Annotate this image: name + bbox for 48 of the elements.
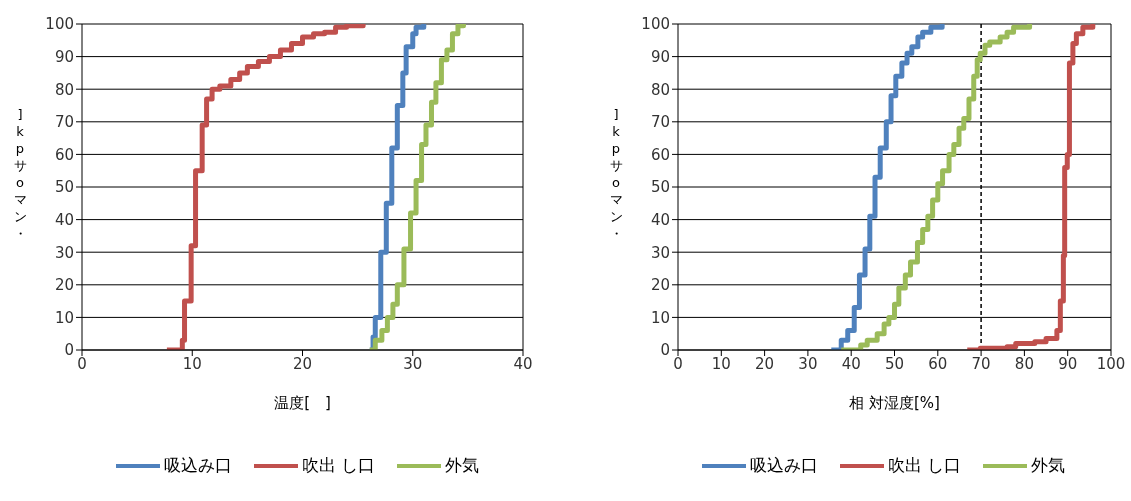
y-tick-label: 90 — [650, 47, 670, 66]
y-tick-label: 100 — [641, 15, 670, 34]
x-tick-label: 50 — [884, 354, 905, 373]
x-tick-label: 40 — [513, 354, 533, 373]
y-tick-label: 90 — [54, 47, 74, 66]
legend-label: 吸込み口 — [163, 454, 232, 477]
legend-label: 吹出 し口 — [887, 454, 962, 477]
y-tick-label: 20 — [650, 276, 670, 295]
x-tick-label: 20 — [755, 354, 775, 373]
legend-label: 外気 — [445, 454, 480, 477]
x-tick-label: 40 — [841, 354, 861, 373]
y-tick-label: 40 — [650, 210, 670, 229]
y-tick-label: 10 — [54, 308, 74, 327]
y-tick-label: 0 — [660, 341, 670, 360]
x-tick-label: 0 — [673, 354, 683, 373]
y-tick-label: 50 — [54, 178, 74, 197]
x-tick-label: 30 — [798, 354, 818, 373]
y-tick-label: 70 — [54, 113, 74, 132]
x-tick-label: 60 — [928, 354, 948, 373]
legend-label: 外気 — [1031, 454, 1066, 477]
x-tick-label: 0 — [77, 354, 87, 373]
x-tick-label: 30 — [403, 354, 423, 373]
x-tick-label: 100 — [1096, 354, 1126, 373]
x-tick-label: 90 — [1058, 354, 1078, 373]
y-tick-label: 70 — [650, 113, 670, 132]
y-axis-title: ]kpサoマン・ — [13, 107, 27, 241]
x-tick-label: 80 — [1014, 354, 1034, 373]
y-tick-label: 60 — [650, 145, 670, 164]
y-tick-label: 10 — [650, 308, 670, 327]
y-tick-label: 50 — [650, 178, 670, 197]
y-axis-title: ]kpサoマン・ — [609, 107, 623, 241]
x-tick-label: 10 — [182, 354, 202, 373]
y-tick-label: 30 — [54, 243, 74, 262]
y-tick-label: 60 — [54, 145, 74, 164]
y-tick-label: 20 — [54, 276, 74, 295]
y-tick-label: 80 — [650, 80, 670, 99]
x-axis-title: 相 対湿度[%] — [849, 394, 940, 412]
x-tick-label: 70 — [971, 354, 991, 373]
legend-label: 吹出 し口 — [301, 454, 376, 477]
y-tick-label: 40 — [54, 210, 74, 229]
legend-label: 吸込み口 — [749, 454, 818, 477]
x-tick-label: 10 — [711, 354, 731, 373]
y-tick-label: 0 — [64, 341, 74, 360]
y-tick-label: 100 — [45, 15, 74, 34]
x-tick-label: 20 — [292, 354, 313, 373]
x-axis-title: 温度[ ] — [274, 394, 331, 412]
y-tick-label: 80 — [54, 80, 74, 99]
y-tick-label: 30 — [650, 243, 670, 262]
